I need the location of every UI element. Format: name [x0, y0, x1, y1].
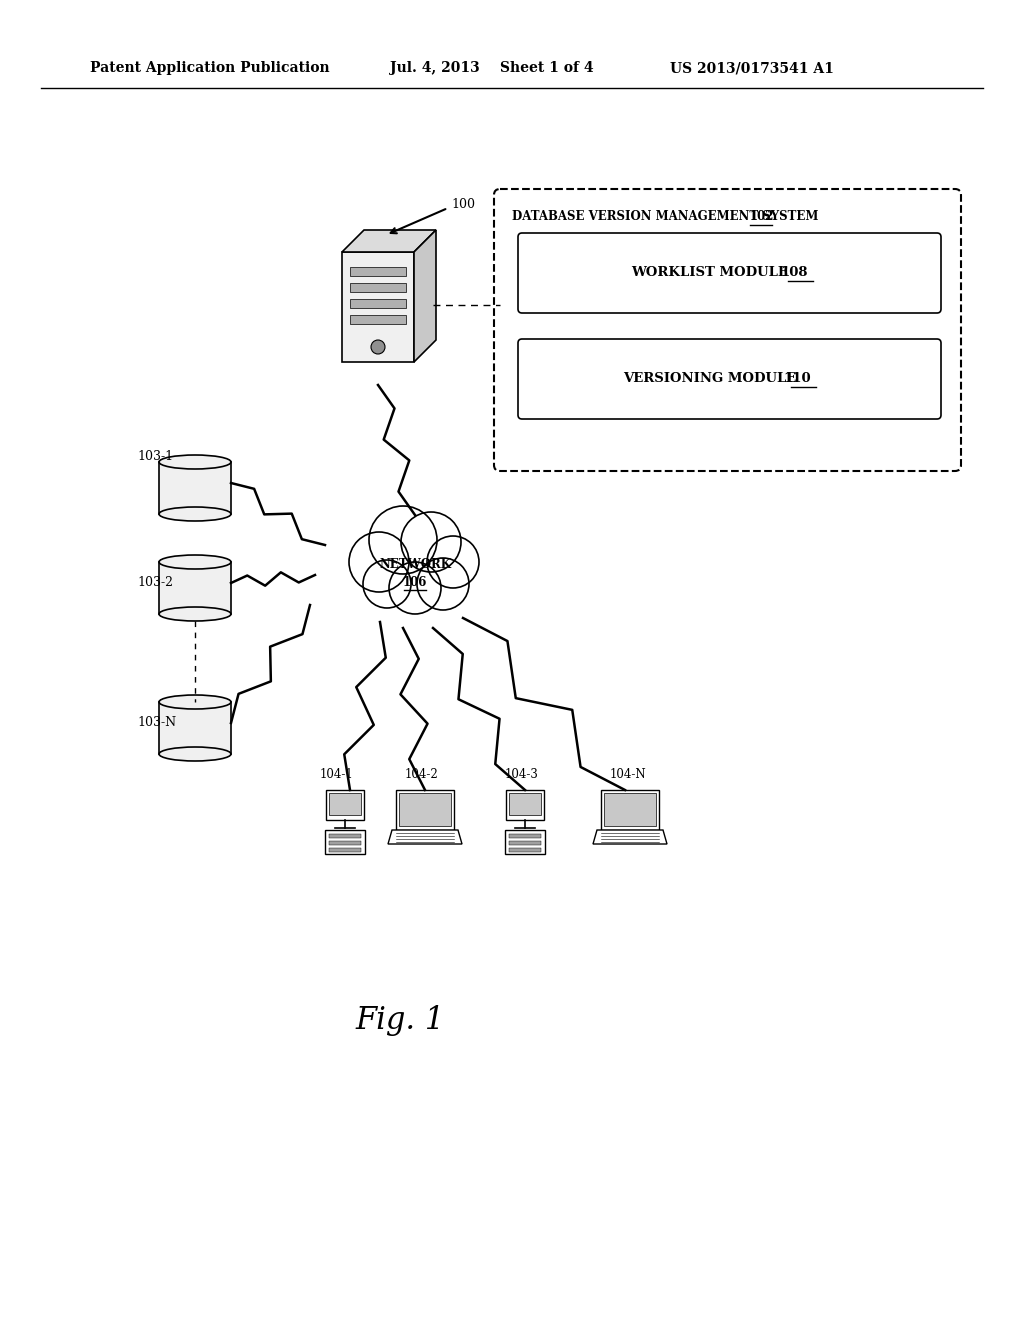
Ellipse shape — [159, 747, 231, 762]
Bar — [159, 562, 231, 614]
Text: 100: 100 — [451, 198, 475, 211]
Circle shape — [401, 512, 461, 572]
Ellipse shape — [159, 554, 231, 569]
Bar — [350, 282, 406, 292]
Bar — [509, 793, 541, 814]
Text: 106: 106 — [402, 577, 427, 590]
Text: WORKLIST MODULE: WORKLIST MODULE — [631, 267, 787, 280]
Text: NETWORK: NETWORK — [379, 558, 451, 572]
Text: 104-3: 104-3 — [505, 768, 539, 781]
Bar — [159, 702, 231, 754]
Text: VERSIONING MODULE: VERSIONING MODULE — [623, 372, 796, 385]
Text: Jul. 4, 2013: Jul. 4, 2013 — [390, 61, 480, 75]
Text: 102: 102 — [750, 210, 774, 223]
Circle shape — [362, 560, 411, 609]
Circle shape — [417, 558, 469, 610]
Circle shape — [389, 562, 441, 614]
Text: 110: 110 — [783, 372, 811, 385]
FancyBboxPatch shape — [518, 234, 941, 313]
Text: 104-2: 104-2 — [406, 768, 438, 781]
Bar — [399, 793, 451, 826]
Bar — [326, 789, 364, 820]
Bar — [329, 834, 361, 838]
Circle shape — [371, 341, 385, 354]
Bar — [329, 847, 361, 851]
Text: 103-1: 103-1 — [137, 450, 173, 463]
Text: DATABASE VERSION MANAGEMENT SYSTEM: DATABASE VERSION MANAGEMENT SYSTEM — [512, 210, 818, 223]
FancyBboxPatch shape — [494, 189, 961, 471]
Bar — [601, 789, 659, 830]
Bar — [350, 300, 406, 308]
Bar — [509, 841, 541, 845]
Text: 104-1: 104-1 — [319, 768, 353, 781]
FancyBboxPatch shape — [518, 339, 941, 418]
Bar — [329, 841, 361, 845]
Bar — [509, 847, 541, 851]
Text: Fig. 1: Fig. 1 — [355, 1005, 444, 1035]
Polygon shape — [414, 230, 436, 362]
Text: 104-N: 104-N — [610, 768, 646, 781]
Ellipse shape — [159, 507, 231, 521]
Polygon shape — [388, 830, 462, 843]
Text: Sheet 1 of 4: Sheet 1 of 4 — [500, 61, 594, 75]
Polygon shape — [342, 252, 414, 362]
Ellipse shape — [159, 607, 231, 620]
Bar — [325, 830, 365, 854]
Text: 103-N: 103-N — [137, 717, 176, 730]
Text: Patent Application Publication: Patent Application Publication — [90, 61, 330, 75]
Text: US 2013/0173541 A1: US 2013/0173541 A1 — [670, 61, 834, 75]
Bar — [506, 789, 544, 820]
Circle shape — [349, 532, 409, 591]
Text: 103-2: 103-2 — [137, 577, 173, 590]
Circle shape — [369, 506, 437, 574]
Bar — [350, 267, 406, 276]
Bar — [329, 793, 361, 814]
Bar — [350, 315, 406, 323]
Text: 108: 108 — [780, 267, 808, 280]
Bar — [505, 830, 545, 854]
Circle shape — [427, 536, 479, 587]
Ellipse shape — [159, 696, 231, 709]
Polygon shape — [593, 830, 667, 843]
Bar — [604, 793, 656, 826]
Polygon shape — [342, 230, 436, 252]
Bar — [396, 789, 454, 830]
Ellipse shape — [159, 455, 231, 469]
Bar — [159, 462, 231, 513]
Bar — [509, 834, 541, 838]
